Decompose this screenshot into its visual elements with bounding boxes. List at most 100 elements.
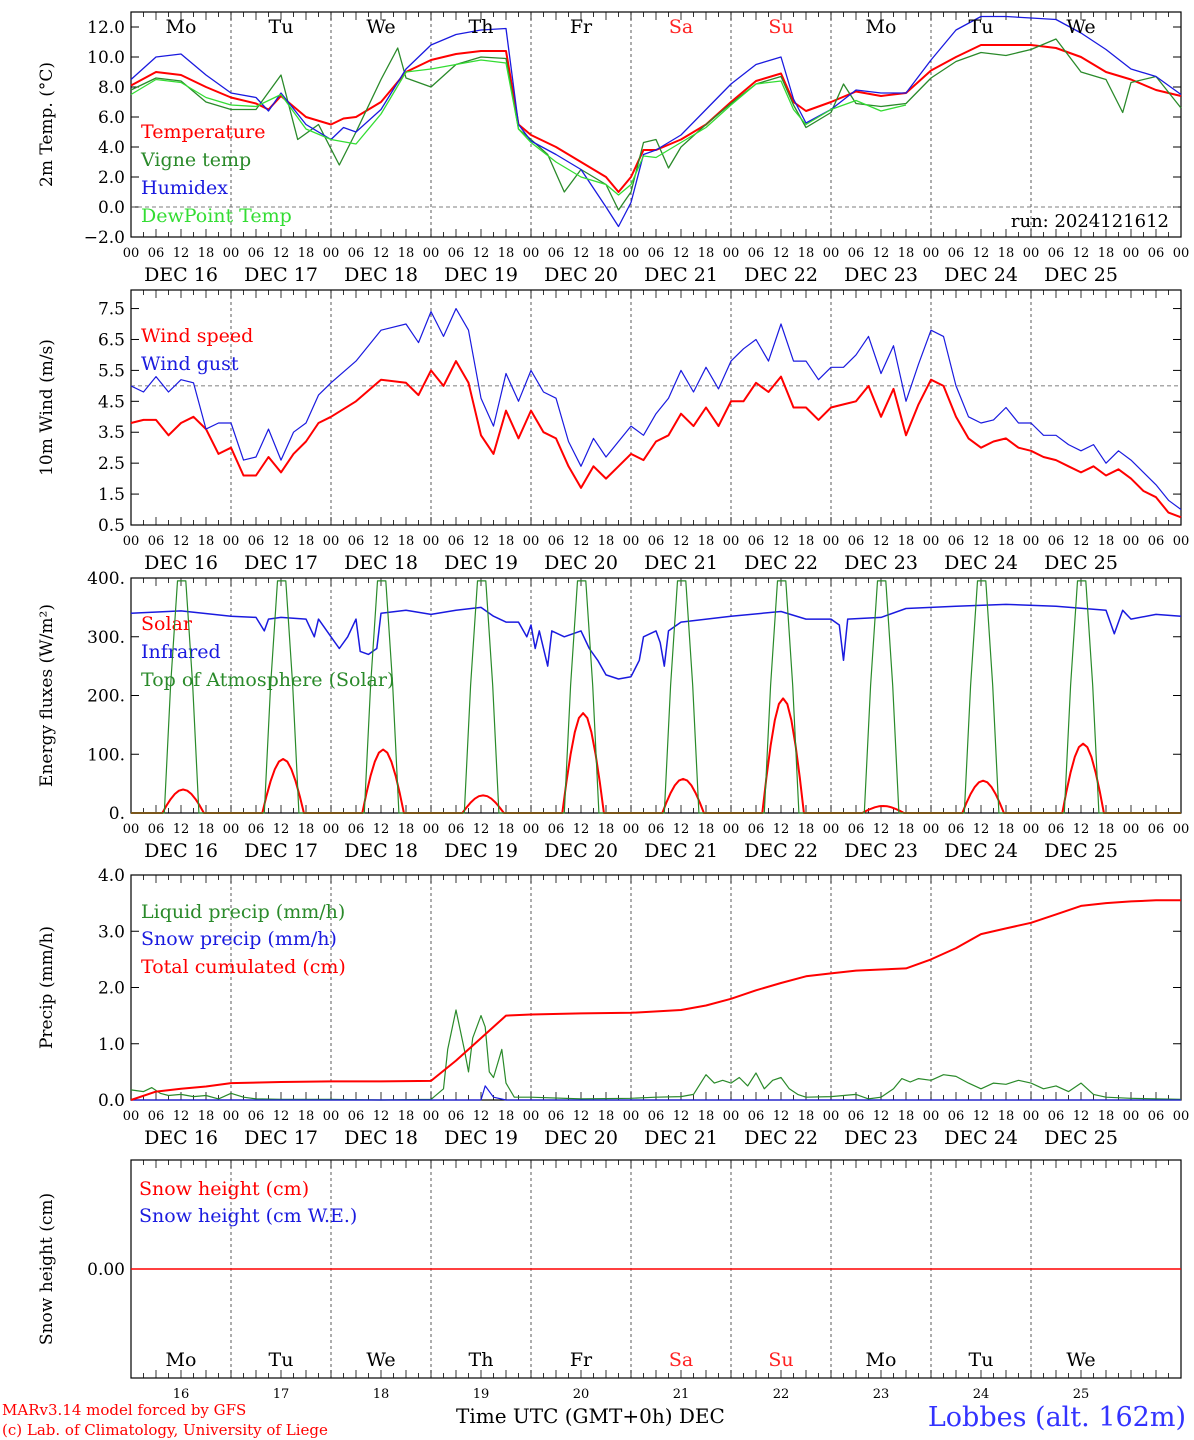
panel1-hour-tick-label: 00	[323, 246, 340, 261]
panel2-y-tick-label: 3.5	[98, 423, 125, 443]
panel1-hour-tick-label: 06	[748, 246, 765, 261]
panel2-hour-tick-label: 12	[173, 534, 190, 549]
panel3-hour-tick-label: 18	[198, 822, 215, 837]
panel2-hour-tick-label: 18	[198, 534, 215, 549]
panel2-hour-tick-label: 06	[948, 534, 965, 549]
panel4-hour-tick-label: 12	[973, 1109, 990, 1124]
panel1-y-tick-label: −2.0	[84, 228, 125, 248]
panel3-hour-tick-label: 06	[1148, 822, 1165, 837]
panel1-y-tick-label: 6.0	[98, 108, 125, 128]
panel3-hour-tick-label: 00	[1173, 822, 1190, 837]
panel1-date-label: DEC 23	[844, 264, 918, 286]
panel2-y-tick-label: 5.5	[98, 361, 125, 381]
panel4-y-tick-label: 2.0	[98, 979, 125, 999]
panel3-series-line	[131, 697, 1181, 814]
panel4-hour-tick-label: 18	[398, 1109, 415, 1124]
panel4-legend-entry: Total cumulated (cm)	[141, 956, 346, 978]
panel3-hour-tick-label: 00	[723, 822, 740, 837]
panel1-hour-tick-label: 12	[273, 246, 290, 261]
panel3-hour-tick-label: 06	[948, 822, 965, 837]
panel3-date-label: DEC 23	[844, 840, 918, 862]
panel1-hour-tick-label: 00	[923, 246, 940, 261]
panel1-hour-tick-label: 12	[973, 246, 990, 261]
panel5-day-number: 16	[173, 1387, 190, 1402]
panel5-day-name: Tu	[269, 1349, 294, 1371]
panel2-hour-tick-label: 12	[873, 534, 890, 549]
panel3-hour-tick-label: 18	[898, 822, 915, 837]
panel1-hour-tick-label: 06	[948, 246, 965, 261]
panel4-hour-tick-label: 00	[623, 1109, 640, 1124]
panel1-hour-tick-label: 18	[498, 246, 515, 261]
panel2-series-line	[130, 360, 1182, 519]
time-axis-title: Time UTC (GMT+0h) DEC	[456, 1404, 725, 1428]
panel2-y-tick-label: 0.5	[98, 516, 125, 536]
panel2-hour-tick-label: 18	[698, 534, 715, 549]
panel1-hour-tick-label: 06	[148, 246, 165, 261]
panel1-day-name: We	[1066, 16, 1095, 38]
panel2-date-label: DEC 19	[444, 552, 518, 574]
panel2-y-tick-label: 4.5	[98, 392, 125, 412]
panel4-hour-tick-label: 06	[148, 1109, 165, 1124]
panel2-y-tick-label: 1.5	[98, 485, 125, 505]
panel3-hour-tick-label: 12	[773, 822, 790, 837]
panel1-legend-entry: Temperature	[141, 121, 265, 143]
panel4-hour-tick-label: 12	[1073, 1109, 1090, 1124]
panel3-date-label: DEC 19	[444, 840, 518, 862]
panel1-hour-tick-label: 06	[1148, 246, 1165, 261]
panel2-date-label: DEC 20	[544, 552, 618, 574]
panel1-hour-tick-label: 18	[398, 246, 415, 261]
panel3-hour-tick-label: 06	[548, 822, 565, 837]
panel4-hour-tick-label: 18	[798, 1109, 815, 1124]
panel1-hour-tick-label: 00	[223, 246, 240, 261]
panel4-hour-tick-label: 06	[948, 1109, 965, 1124]
panel2-hour-tick-label: 00	[1023, 534, 1040, 549]
panel3-hour-tick-label: 12	[473, 822, 490, 837]
panel3-hour-tick-label: 00	[1123, 822, 1140, 837]
panel1-series-line	[130, 59, 907, 196]
panel4-hour-tick-label: 18	[1098, 1109, 1115, 1124]
panel2-hour-tick-label: 00	[523, 534, 540, 549]
panel4-y-axis-label: Precip (mm/h)	[37, 926, 57, 1049]
panel1-date-label: DEC 20	[544, 264, 618, 286]
panel2-hour-tick-label: 18	[598, 534, 615, 549]
panel2-hour-tick-label: 00	[923, 534, 940, 549]
panel1-series-line	[130, 15, 1182, 228]
panel3-hour-tick-label: 00	[1023, 822, 1040, 837]
panel4-y-tick-label: 1.0	[98, 1035, 125, 1055]
panel1-series-line	[130, 38, 1182, 211]
panel1-day-name: Mo	[166, 16, 197, 38]
panel1-series-line	[130, 44, 1182, 193]
panel3-hour-tick-label: 06	[248, 822, 265, 837]
panel3-date-label: DEC 22	[744, 840, 818, 862]
panel4-y-tick-label: 3.0	[98, 922, 125, 942]
panel4-hour-tick-label: 00	[823, 1109, 840, 1124]
panel4-date-label: DEC 23	[844, 1127, 918, 1149]
panel1-hour-tick-label: 06	[548, 246, 565, 261]
panel3-hour-tick-label: 12	[873, 822, 890, 837]
panel4-date-label: DEC 22	[744, 1127, 818, 1149]
panel3-y-tick-label: 0.	[109, 804, 125, 824]
panel3-hour-tick-label: 18	[798, 822, 815, 837]
panel4-hour-tick-label: 00	[323, 1109, 340, 1124]
panel2-hour-tick-label: 00	[623, 534, 640, 549]
panel2-frame	[130, 289, 1182, 526]
panel4-hour-tick-label: 06	[548, 1109, 565, 1124]
panel2-hour-tick-label: 06	[648, 534, 665, 549]
panel3-hour-tick-label: 12	[373, 822, 390, 837]
panel5-day-name: Mo	[866, 1349, 897, 1371]
panel1-date-label: DEC 16	[144, 264, 218, 286]
panel3-hour-tick-label: 00	[923, 822, 940, 837]
panel2-date-label: DEC 18	[344, 552, 418, 574]
panel1-date-label: DEC 18	[344, 264, 418, 286]
panel5-y-axis-label: Snow height (cm)	[37, 1193, 57, 1345]
panel2-hour-tick-label: 12	[373, 534, 390, 549]
credit-lab: (c) Lab. of Climatology, University of L…	[2, 1421, 328, 1439]
panel4-date-label: DEC 16	[144, 1127, 218, 1149]
panel1-hour-tick-label: 12	[773, 246, 790, 261]
panel5-day-number: 23	[873, 1387, 890, 1402]
panel3-hour-tick-label: 18	[398, 822, 415, 837]
panel3-hour-tick-label: 12	[273, 822, 290, 837]
panel3-y-tick-label: 300.	[87, 628, 125, 648]
station-label: Lobbes (alt. 162m)	[927, 1402, 1186, 1433]
panel5-y-tick-label: 0.00	[87, 1260, 125, 1280]
